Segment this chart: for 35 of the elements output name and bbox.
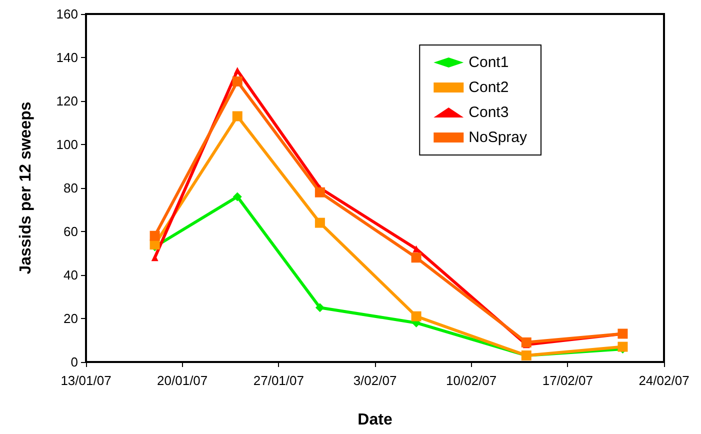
y-tick-label: 80 [64,180,78,196]
point [314,187,325,198]
y-tick-label: 120 [56,94,78,108]
point [411,252,422,263]
x-axis-title: Date [358,412,392,428]
legend-label: Cont1 [468,54,509,71]
point [618,342,628,352]
point [232,111,242,122]
legend-label: Cont2 [468,79,509,96]
point [232,76,242,86]
legend-label: NoSpray [468,129,528,146]
point [521,337,532,348]
point [234,67,241,74]
point [314,218,325,228]
x-tick-label: 27/01/07 [253,373,304,388]
point [232,192,242,202]
y-tick-label: 0 [70,354,78,370]
y-tick-label: 100 [56,137,78,152]
y-tick-label: 20 [64,311,78,326]
point [150,230,160,241]
legend-label: Cont3 [468,104,509,121]
point [411,311,422,322]
point [315,303,324,312]
y-tick-label: 140 [56,50,78,65]
x-tick-label: 10/02/07 [446,373,497,388]
point [151,254,158,262]
x-tick-label: 20/01/07 [157,373,208,388]
y-axis-title: Jassids per 12 sweeps [18,102,34,274]
y-tick-label: 40 [64,268,78,282]
y-tick-label: 60 [64,224,78,239]
x-tick-label: 24/02/07 [638,373,690,388]
x-tick-label: 13/01/07 [60,373,112,388]
x-tick-label: 3/02/07 [353,373,397,388]
y-tick-label: 160 [56,6,78,22]
x-tick-label: 17/02/07 [542,373,593,388]
